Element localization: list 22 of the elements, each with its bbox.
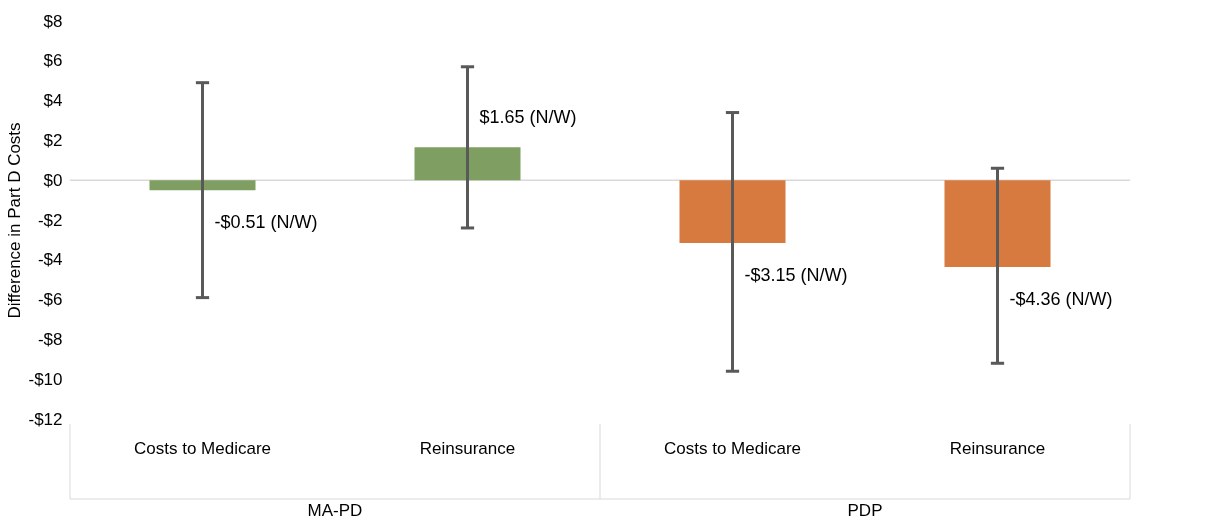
y-tick-label: $2 xyxy=(43,130,63,150)
data-label: $1.65 (N/W) xyxy=(479,107,577,128)
y-tick-label: -$8 xyxy=(37,329,63,349)
data-label: -$0.51 (N/W) xyxy=(214,212,318,233)
y-axis-title: Difference in Part D Costs xyxy=(5,122,25,319)
text: MA-PD xyxy=(307,501,363,520)
y-tick-label: -$12 xyxy=(28,409,63,429)
y-tick-label: $0 xyxy=(43,170,63,190)
data-label: -$3.15 (N/W) xyxy=(744,264,848,285)
y-tick-label: -$6 xyxy=(37,290,63,310)
y-tick-label: $6 xyxy=(43,51,63,71)
y-tick-label: -$10 xyxy=(28,369,63,389)
x-tick-label: Reinsurance xyxy=(419,439,516,458)
x-tick-label: Costs to Medicare xyxy=(664,439,801,458)
x-tick-label: Costs to Medicare xyxy=(134,439,271,458)
x-tick-label: Reinsurance xyxy=(949,439,1046,458)
data-label: -$4.36 (N/W) xyxy=(1009,288,1113,309)
text: PDP xyxy=(847,501,883,520)
y-tick-label: -$2 xyxy=(37,210,63,230)
y-tick-label: $8 xyxy=(43,11,63,31)
y-tick-label: $4 xyxy=(43,91,63,111)
y-tick-label: -$4 xyxy=(37,250,63,270)
